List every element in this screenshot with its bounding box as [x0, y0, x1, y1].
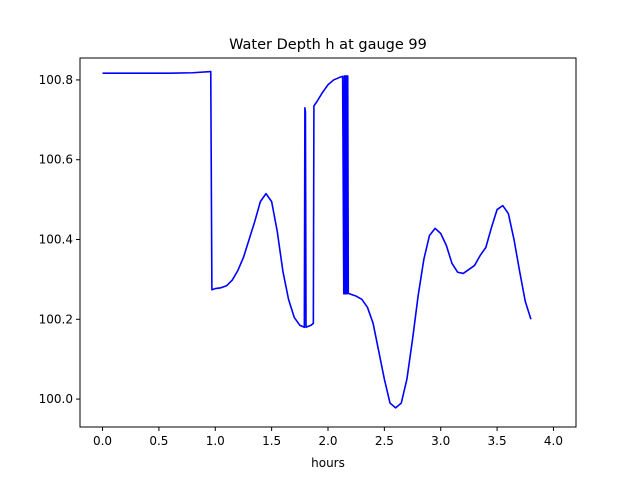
y-tick-label: 100.6 [39, 153, 73, 167]
x-axis-label: hours [311, 456, 345, 470]
x-tick-label: 1.0 [206, 434, 225, 448]
x-tick-label: 2.0 [318, 434, 337, 448]
x-tick-label: 3.5 [488, 434, 507, 448]
y-tick-label: 100.0 [39, 392, 73, 406]
x-tick-label: 2.5 [375, 434, 394, 448]
chart-title: Water Depth h at gauge 99 [229, 37, 427, 53]
ticks-layer: 0.0 0.5 1.0 1.5 2.0 2.5 3.0 3.5 4.0 100.0 100.2 100… [39, 73, 563, 448]
y-tick-label: 100.2 [39, 312, 73, 326]
x-tick-label: 1.5 [262, 434, 281, 448]
series-line [102, 70, 532, 409]
y-tick-label: 100.8 [39, 73, 73, 87]
series-layer [102, 70, 532, 409]
x-tick-label: 0.0 [93, 434, 112, 448]
x-tick-label: 4.0 [544, 434, 563, 448]
plot-frame [79, 57, 577, 428]
x-tick-label: 3.0 [431, 434, 450, 448]
x-tick-label: 0.5 [149, 434, 168, 448]
y-tick-label: 100.4 [39, 233, 73, 247]
